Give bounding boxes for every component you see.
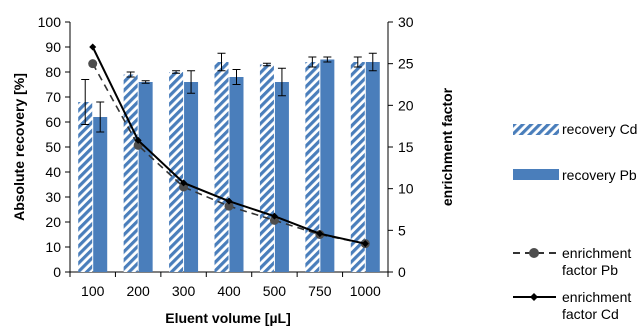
- legend-label-ef-cd-1: enrichment: [562, 289, 631, 305]
- bar-recovery-pb: [320, 59, 335, 272]
- y2-tick-label: 25: [398, 56, 414, 72]
- y2-tick-label: 15: [398, 139, 414, 155]
- y-tick-label: 70: [45, 89, 61, 105]
- bar-recovery-cd: [305, 62, 320, 272]
- y2-axis-title: enrichment factor: [439, 87, 455, 206]
- bar-recovery-cd: [350, 62, 365, 272]
- x-tick-label: 400: [217, 283, 241, 299]
- bar-recovery-pb: [138, 82, 153, 272]
- y-tick-label: 90: [45, 39, 61, 55]
- legend-label-ef-cd-2: factor Cd: [562, 306, 619, 322]
- y-tick-label: 80: [45, 64, 61, 80]
- y2-tick-label: 20: [398, 97, 414, 113]
- legend-marker-ef-pb: [529, 248, 539, 258]
- y-tick-label: 0: [53, 264, 61, 280]
- x-tick-label: 200: [126, 283, 150, 299]
- y2-tick-label: 5: [398, 222, 406, 238]
- marker-enrichment-cd: [134, 136, 142, 144]
- legend-marker-ef-cd: [530, 293, 538, 301]
- y-tick-label: 100: [38, 14, 62, 30]
- y2-tick-label: 10: [398, 181, 414, 197]
- bar-recovery-cd: [169, 72, 184, 272]
- bar-recovery-pb: [184, 82, 199, 272]
- bar-recovery-pb: [229, 77, 244, 272]
- marker-enrichment-cd: [225, 197, 233, 205]
- bar-recovery-pb: [93, 117, 108, 272]
- legend: recovery Cd recovery Pb enrichment facto…: [513, 121, 637, 322]
- legend-label-ef-pb-2: factor Pb: [562, 262, 618, 278]
- marker-enrichment-cd: [180, 179, 188, 187]
- bar-recovery-pb: [274, 82, 289, 272]
- x-tick-label: 1000: [350, 283, 381, 299]
- legend-swatch-recovery-cd: [513, 124, 559, 135]
- y2-tick-label: 30: [398, 14, 414, 30]
- x-axis-title: Eluent volume [µL]: [165, 310, 291, 326]
- x-tick-label: 100: [81, 283, 105, 299]
- legend-label-recovery-pb: recovery Pb: [562, 167, 637, 183]
- x-tick-label: 300: [172, 283, 196, 299]
- x-tick-label: 500: [263, 283, 287, 299]
- y-tick-label: 10: [45, 239, 61, 255]
- y-tick-label: 30: [45, 189, 61, 205]
- x-tick-label: 750: [308, 283, 332, 299]
- legend-swatch-recovery-pb: [513, 169, 559, 180]
- marker-enrichment-pb: [224, 201, 234, 211]
- bar-recovery-cd: [259, 64, 274, 272]
- marker-enrichment-cd: [89, 43, 97, 51]
- bar-recovery-pb: [365, 62, 380, 272]
- bar-recovery-cd: [214, 62, 229, 272]
- marker-enrichment-cd: [270, 212, 278, 220]
- y-tick-label: 20: [45, 214, 61, 230]
- legend-label-ef-pb-1: enrichment: [562, 245, 631, 261]
- bar-recovery-cd: [123, 74, 138, 272]
- marker-enrichment-pb: [88, 59, 98, 69]
- y-tick-label: 50: [45, 139, 61, 155]
- marker-enrichment-cd: [361, 240, 369, 248]
- y-tick-label: 60: [45, 114, 61, 130]
- legend-label-recovery-cd: recovery Cd: [562, 121, 637, 137]
- bar-recovery-cd: [78, 102, 93, 272]
- y2-tick-label: 0: [398, 264, 406, 280]
- y-axis-title: Absolute recovery [%]: [11, 73, 27, 221]
- y-tick-label: 40: [45, 164, 61, 180]
- marker-enrichment-cd: [316, 230, 324, 238]
